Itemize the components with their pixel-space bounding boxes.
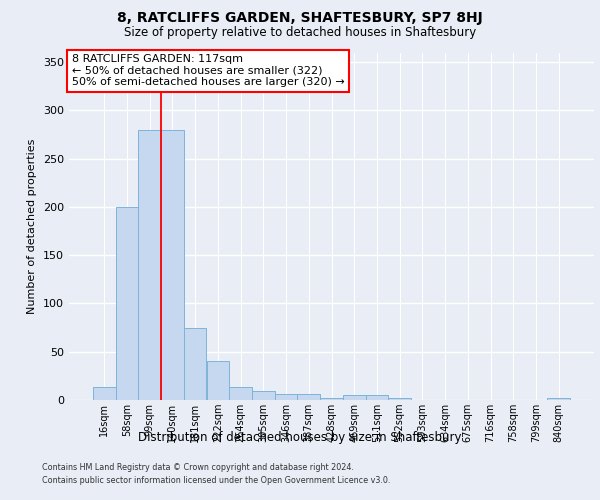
Bar xyxy=(320,398,343,400)
Bar xyxy=(547,398,570,400)
Bar xyxy=(184,328,206,400)
Bar xyxy=(229,388,252,400)
Bar xyxy=(298,394,320,400)
Bar xyxy=(116,207,139,400)
Bar xyxy=(206,362,229,400)
Bar xyxy=(93,388,116,400)
Text: Contains public sector information licensed under the Open Government Licence v3: Contains public sector information licen… xyxy=(42,476,391,485)
Text: Distribution of detached houses by size in Shaftesbury: Distribution of detached houses by size … xyxy=(138,431,462,444)
Y-axis label: Number of detached properties: Number of detached properties xyxy=(28,138,37,314)
Bar xyxy=(365,395,388,400)
Text: Size of property relative to detached houses in Shaftesbury: Size of property relative to detached ho… xyxy=(124,26,476,39)
Bar xyxy=(139,130,161,400)
Bar xyxy=(161,130,184,400)
Bar xyxy=(388,398,411,400)
Text: Contains HM Land Registry data © Crown copyright and database right 2024.: Contains HM Land Registry data © Crown c… xyxy=(42,464,354,472)
Bar xyxy=(275,394,298,400)
Text: 8, RATCLIFFS GARDEN, SHAFTESBURY, SP7 8HJ: 8, RATCLIFFS GARDEN, SHAFTESBURY, SP7 8H… xyxy=(117,11,483,25)
Bar xyxy=(343,395,365,400)
Bar xyxy=(252,392,275,400)
Text: 8 RATCLIFFS GARDEN: 117sqm
← 50% of detached houses are smaller (322)
50% of sem: 8 RATCLIFFS GARDEN: 117sqm ← 50% of deta… xyxy=(71,54,344,88)
